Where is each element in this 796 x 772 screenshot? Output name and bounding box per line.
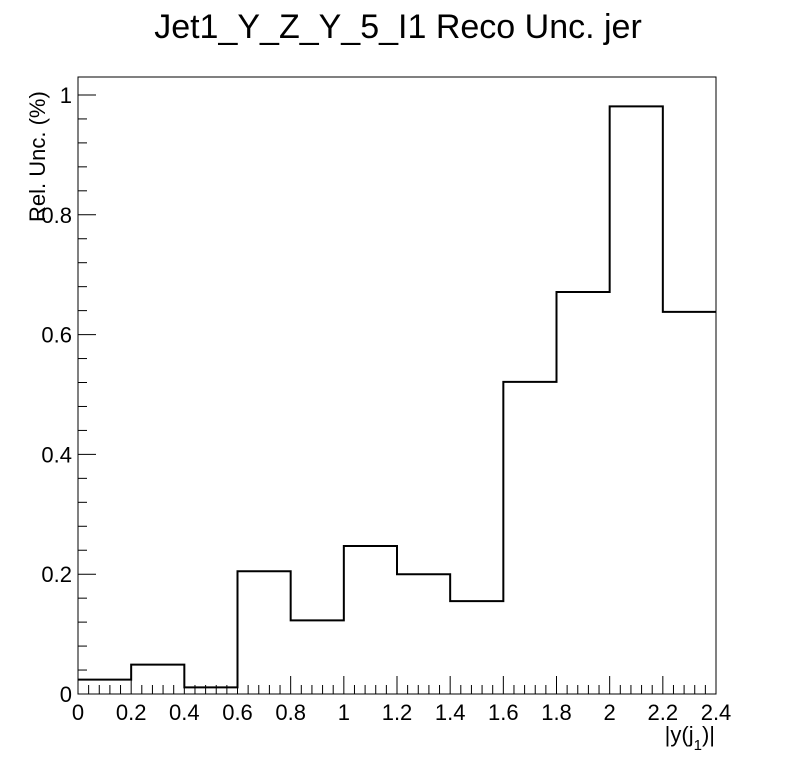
y-tick-labels: 0 0.2 0.4 0.6 0.8 1 [41,83,72,707]
x-tick-label: 0.2 [116,700,147,725]
y-tick-label: 1 [60,83,72,108]
histogram-line [78,105,716,689]
x-axis-title-tail: )| [702,722,715,747]
x-tick-label: 0.6 [222,700,253,725]
x-tick-label: 0 [72,700,84,725]
x-tick-label: 0.4 [169,700,200,725]
x-axis-title-subscript: 1 [694,737,702,754]
x-tick-labels: 0 0.2 0.4 0.6 0.8 1 1.2 1.4 1.6 1.8 2 2.2 2.4 [72,700,731,725]
x-axis-title: |y(j1)| [665,722,715,754]
y-tick-label: 0.6 [41,323,72,348]
y-tick-label: 0.8 [41,203,72,228]
y-tick-label: 0.4 [41,442,72,467]
y-tick-label: 0 [60,682,72,707]
x-tick-label: 1.8 [541,700,572,725]
x-tick-label: 1.2 [382,700,413,725]
x-tick-label: 2 [604,700,616,725]
y-tick-label: 0.2 [41,562,72,587]
x-tick-label: 1.6 [488,700,519,725]
x-tick-label: 2.4 [701,700,732,725]
y-axis-title: Rel. Unc. (%) [25,91,50,222]
chart-title: Jet1_Y_Z_Y_5_I1 Reco Unc. jer [154,8,642,46]
x-axis-title-main: |y(j [665,722,694,747]
x-tick-label: 1.4 [435,700,466,725]
x-tick-label: 1 [338,700,350,725]
x-tick-label: 0.8 [275,700,306,725]
plot-frame [77,76,717,695]
axis-ticks [77,94,717,695]
x-tick-label: 2.2 [648,700,679,725]
